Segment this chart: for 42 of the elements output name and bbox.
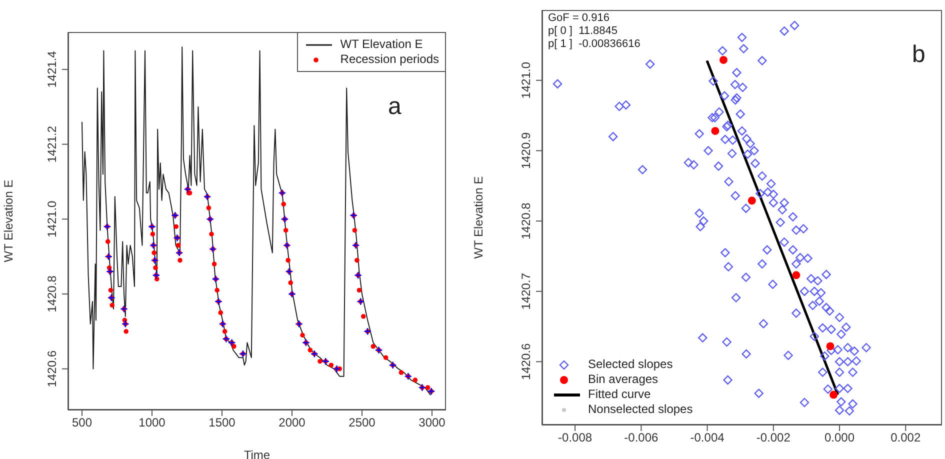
y-tick-label: 1421.4	[45, 50, 59, 88]
legend-label: Nonselected slopes	[588, 402, 693, 417]
x-tick-label: -0.004	[690, 430, 725, 445]
y-tick-label: 1420.9	[519, 132, 533, 170]
y-tick-label: 1421.0	[45, 200, 59, 238]
x-tick-label: 2500	[348, 416, 376, 430]
x-tick-label: 1000	[138, 416, 166, 430]
legend-label: Fitted curve	[588, 387, 651, 402]
point	[830, 390, 838, 399]
x-tick-label: 500	[72, 416, 92, 430]
y-tick-label: 1421.2	[45, 126, 59, 163]
point	[748, 196, 756, 205]
x-axis-title: Time	[244, 448, 270, 459]
y-tick-label: 1420.8	[45, 275, 59, 312]
x-tick-label: 3000	[418, 416, 446, 430]
x-tick-label: 0.000	[824, 430, 855, 445]
legend-label: Bin averages	[588, 372, 658, 387]
x-tick-label: 0.002	[890, 430, 921, 445]
point	[826, 342, 834, 350]
x-tick-label: 2000	[278, 416, 306, 430]
y-tick-label: 1420.7	[519, 272, 533, 310]
y-tick-label: 1421.0	[519, 62, 533, 99]
y-tick-label: 1420.8	[519, 202, 533, 240]
annotation: GoF = 0.916	[548, 12, 610, 25]
annotation: a	[388, 93, 402, 120]
point	[792, 271, 800, 280]
y-tick-label: 1420.6	[45, 350, 59, 388]
legend-label: Selected slopes	[588, 357, 673, 372]
annotation: p[ 1 ] -0.00836616	[548, 38, 640, 51]
point	[711, 126, 720, 135]
y-tick-label: 1420.6	[519, 343, 533, 380]
legend-label: WT Elevation E	[340, 37, 423, 52]
y-axis-title: WT Elevation E	[471, 176, 486, 259]
annotation: b	[912, 41, 926, 68]
point	[719, 56, 728, 64]
legend-label: Recession periods	[340, 52, 439, 67]
x-tick-label: -0.008	[558, 430, 592, 445]
x-tick-label: 1500	[208, 416, 236, 430]
x-tick-label: -0.006	[624, 430, 659, 445]
x-tick-label: -0.002	[756, 430, 791, 445]
y-axis-title: WT Elevation E	[1, 180, 16, 262]
annotation: p[ 0 ] 11.8845	[548, 25, 618, 38]
